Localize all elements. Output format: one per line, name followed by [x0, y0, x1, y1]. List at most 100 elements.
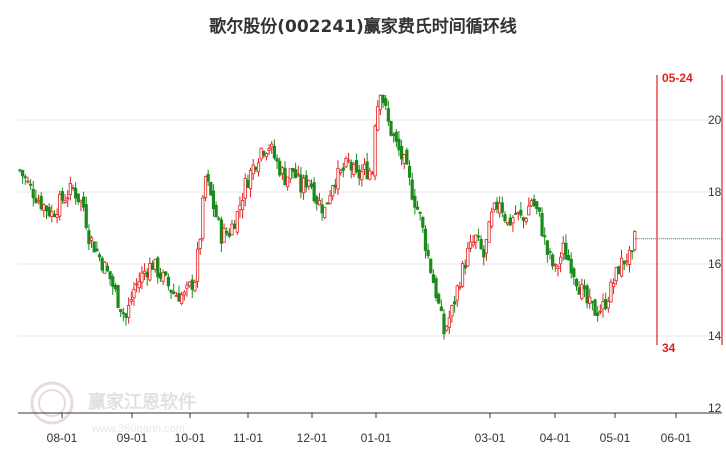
candle-body [368, 170, 372, 180]
candle-body [540, 213, 544, 237]
x-tick-label: 11-01 [233, 431, 263, 445]
candle-body [577, 287, 581, 295]
candle-body [601, 301, 605, 310]
candle-body [410, 179, 414, 200]
candle-body [286, 176, 290, 188]
candle-body [134, 283, 139, 286]
candle-body [137, 280, 141, 289]
chart-title: 歌尔股份(002241)赢家费氏时间循环线 [209, 17, 517, 37]
candle-body [617, 266, 621, 275]
candle-body [529, 200, 534, 207]
candle-body [431, 274, 436, 284]
watermark-logo-icon [30, 381, 74, 425]
cycle-count-label: 34 [662, 341, 676, 355]
candle-body [177, 292, 181, 302]
candle-body [516, 211, 520, 214]
candle-body [500, 202, 504, 213]
candle-body [42, 204, 46, 211]
candle-body [561, 242, 565, 255]
candle-body [195, 248, 200, 282]
watermark: 赢家江恩软件 www.360gann.com [30, 381, 196, 435]
candle-body [349, 161, 353, 171]
candle-body [105, 265, 110, 272]
candle-body [217, 217, 221, 220]
candle-body [574, 278, 579, 287]
candle-body [323, 206, 327, 218]
candle-body [272, 146, 277, 159]
candle-body [596, 312, 600, 316]
candle-body [545, 240, 549, 255]
candle-body [203, 176, 208, 198]
candle-body [535, 201, 539, 210]
y-tick-label: 16 [708, 257, 722, 271]
candle-body [58, 194, 62, 217]
candle-body [413, 195, 417, 208]
candle-body [262, 151, 266, 156]
candle-body [580, 284, 584, 299]
candle-body [185, 284, 189, 289]
candle-body [264, 152, 269, 158]
candle-body [243, 178, 247, 199]
candle-body [296, 173, 300, 176]
candle-body [116, 285, 120, 309]
candle-body [606, 301, 610, 309]
candle-body [590, 300, 595, 303]
candle-body [283, 167, 287, 186]
candle-body [450, 305, 454, 317]
candle-body [490, 211, 494, 227]
candle-body [150, 262, 155, 270]
candle-body [582, 285, 587, 290]
candle-body [124, 313, 128, 318]
candle-body [113, 284, 117, 290]
candle-body [275, 158, 279, 162]
candle-body [439, 306, 443, 312]
candle-body [63, 200, 67, 204]
candle-body [74, 187, 78, 199]
candle-body [251, 164, 255, 175]
candle-body [246, 179, 250, 188]
candle-body [471, 242, 475, 246]
candle-body [397, 138, 401, 151]
watermark-url: www.360gann.com [91, 423, 185, 435]
candle-body [389, 120, 393, 136]
x-tick-label: 12-01 [297, 431, 328, 445]
candle-body [317, 199, 322, 206]
candle-body [206, 173, 210, 182]
candle-body [434, 278, 438, 299]
candle-body [463, 264, 467, 269]
candle-body [511, 217, 515, 224]
candle-body [392, 133, 396, 136]
candle-body [569, 258, 573, 274]
candle-body [622, 260, 626, 265]
x-tick-label: 09-01 [117, 431, 148, 445]
candle-body [100, 257, 104, 271]
candle-body [479, 238, 483, 249]
candle-body [341, 167, 345, 171]
x-tick-label: 04-01 [540, 431, 571, 445]
candlestick-series [18, 94, 722, 340]
candle-body [153, 258, 157, 270]
candle-body [619, 257, 624, 277]
candle-body [26, 180, 30, 183]
candle-body [34, 197, 38, 203]
candle-body [309, 183, 314, 188]
candle-body [18, 169, 22, 172]
candle-body [370, 172, 375, 175]
candle-body [468, 241, 473, 249]
candle-body [519, 209, 523, 216]
x-tick-label: 03-01 [475, 431, 506, 445]
candle-body [503, 214, 507, 222]
candle-body [92, 241, 96, 253]
candle-body [354, 159, 359, 173]
candle-body [129, 299, 133, 302]
candle-body [201, 197, 205, 239]
candle-body [108, 271, 112, 280]
candle-body [166, 276, 170, 287]
candle-body [169, 289, 173, 293]
candle-body [256, 162, 261, 173]
candle-body [415, 206, 420, 210]
x-tick-label: 08-01 [47, 431, 78, 445]
candle-body [248, 170, 253, 190]
candle-body [233, 223, 237, 229]
